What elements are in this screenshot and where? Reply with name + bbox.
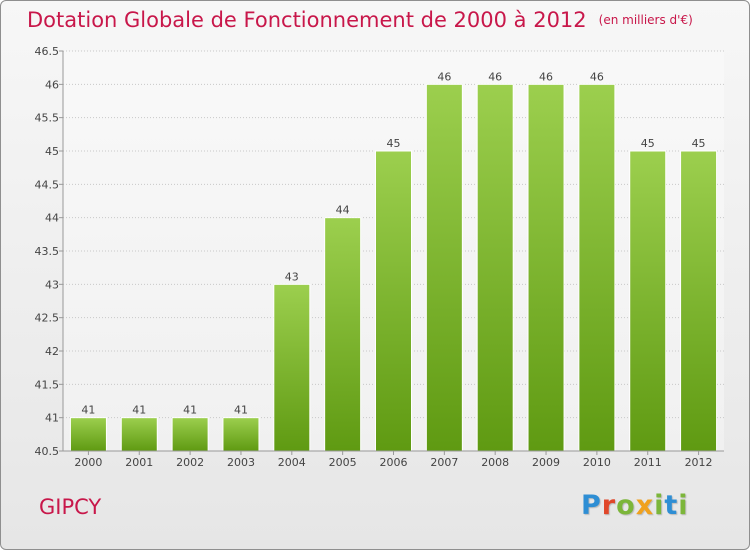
x-tick-label: 2012 <box>685 456 713 469</box>
data-label: 43 <box>285 270 299 283</box>
unit-label: (en milliers d'€) <box>598 13 693 27</box>
y-tick-label: 44.5 <box>35 178 60 191</box>
data-label: 44 <box>336 204 350 217</box>
y-tick-label: 43 <box>45 278 59 291</box>
logo-letter: i <box>654 490 665 521</box>
x-tick-label: 2008 <box>481 456 509 469</box>
x-tick-label: 2010 <box>583 456 611 469</box>
bar <box>680 150 718 452</box>
x-tick-label: 2003 <box>227 456 255 469</box>
bar <box>222 417 260 452</box>
commune-name: GIPCY <box>39 495 102 519</box>
logo-letter: o <box>616 490 636 521</box>
data-label: 45 <box>387 137 401 150</box>
logo-letter: i <box>678 490 689 521</box>
x-tick-label: 2011 <box>634 456 662 469</box>
logo-letter: P <box>581 490 602 521</box>
y-tick-label: 46.5 <box>35 45 60 58</box>
x-tick-label: 2000 <box>74 456 102 469</box>
bar <box>273 283 311 452</box>
logo-letter: x <box>635 490 655 521</box>
x-tick-label: 2004 <box>278 456 306 469</box>
data-label: 41 <box>183 404 197 417</box>
logo-letter: t <box>664 490 679 521</box>
data-label: 41 <box>81 404 95 417</box>
x-tick-label: 2005 <box>329 456 357 469</box>
proxiti-logo[interactable]: Proxiti <box>581 490 689 521</box>
bar <box>527 83 565 452</box>
data-label: 41 <box>132 404 146 417</box>
x-tick-label: 2006 <box>380 456 408 469</box>
bar <box>120 417 158 452</box>
bar <box>69 417 107 452</box>
y-tick-label: 46 <box>45 78 59 91</box>
chart-title: Dotation Globale de Fonctionnement de 20… <box>27 8 693 32</box>
y-tick-label: 43.5 <box>35 245 60 258</box>
bar <box>324 217 362 452</box>
data-label: 46 <box>539 70 553 83</box>
bar <box>476 83 514 452</box>
x-tick-label: 2009 <box>532 456 560 469</box>
logo-letter: r <box>601 490 617 521</box>
y-tick-label: 40.5 <box>35 445 60 458</box>
y-tick-label: 42 <box>45 345 59 358</box>
data-label: 45 <box>692 137 706 150</box>
y-tick-label: 45.5 <box>35 112 60 125</box>
bar <box>171 417 209 452</box>
data-label: 46 <box>488 70 502 83</box>
data-label: 46 <box>437 70 451 83</box>
bar <box>629 150 667 452</box>
chart-title-text: Dotation Globale de Fonctionnement de 20… <box>27 8 587 32</box>
data-label: 41 <box>234 404 248 417</box>
y-tick-label: 45 <box>45 145 59 158</box>
y-tick-label: 41.5 <box>35 378 60 391</box>
bar <box>578 83 616 452</box>
data-label: 46 <box>590 70 604 83</box>
x-tick-label: 2007 <box>430 456 458 469</box>
x-tick-label: 2001 <box>125 456 153 469</box>
y-tick-label: 44 <box>45 212 59 225</box>
bar <box>375 150 412 452</box>
y-tick-label: 41 <box>45 412 59 425</box>
x-tick-label: 2002 <box>176 456 204 469</box>
data-label: 45 <box>641 137 655 150</box>
y-tick-label: 42.5 <box>35 312 60 325</box>
bar <box>425 83 463 452</box>
